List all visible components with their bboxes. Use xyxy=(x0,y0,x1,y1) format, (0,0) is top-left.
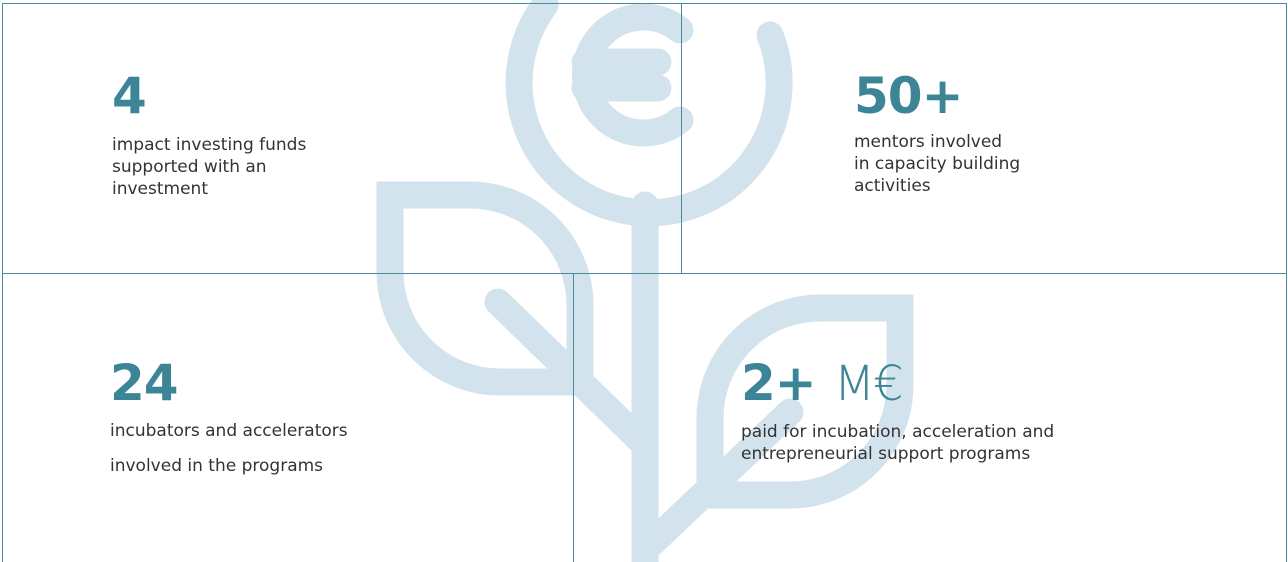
desc-line: mentors involved xyxy=(854,131,1020,153)
desc-line: impact investing funds xyxy=(112,134,306,156)
desc-line: in capacity building xyxy=(854,153,1020,175)
desc-line: incubators and accelerators xyxy=(110,420,348,442)
desc-line: entrepreneurial support programs xyxy=(741,443,1054,465)
stat-description: mentors involved in capacity building ac… xyxy=(854,131,1020,197)
stat-unit: M€ xyxy=(834,356,902,412)
stat-value: 4 xyxy=(112,68,306,124)
stat-value: 50+ xyxy=(854,68,1020,124)
stat-value: 24 xyxy=(110,355,348,411)
infographic: 4 impact investing funds supported with … xyxy=(0,0,1288,562)
stat: 4 impact investing funds supported with … xyxy=(112,68,306,200)
stat-value-row: 2+ M€ xyxy=(741,355,1054,412)
stat-description: paid for incubation, acceleration and en… xyxy=(741,421,1054,465)
stat: 50+ mentors involved in capacity buildin… xyxy=(854,68,1020,197)
stat-value: 2+ xyxy=(741,354,816,412)
desc-line: activities xyxy=(854,175,1020,197)
desc-line: investment xyxy=(112,178,306,200)
desc-line: involved in the programs xyxy=(110,455,348,477)
desc-line: supported with an xyxy=(112,156,306,178)
desc-line: paid for incubation, acceleration and xyxy=(741,421,1054,443)
stat: 2+ M€ paid for incubation, acceleration a… xyxy=(741,355,1054,465)
coin-ring xyxy=(519,5,779,213)
stat-description: incubators and accelerators involved in … xyxy=(110,420,348,477)
stat-description: impact investing funds supported with an… xyxy=(112,134,306,200)
stat: 24 incubators and accelerators involved … xyxy=(110,355,348,477)
